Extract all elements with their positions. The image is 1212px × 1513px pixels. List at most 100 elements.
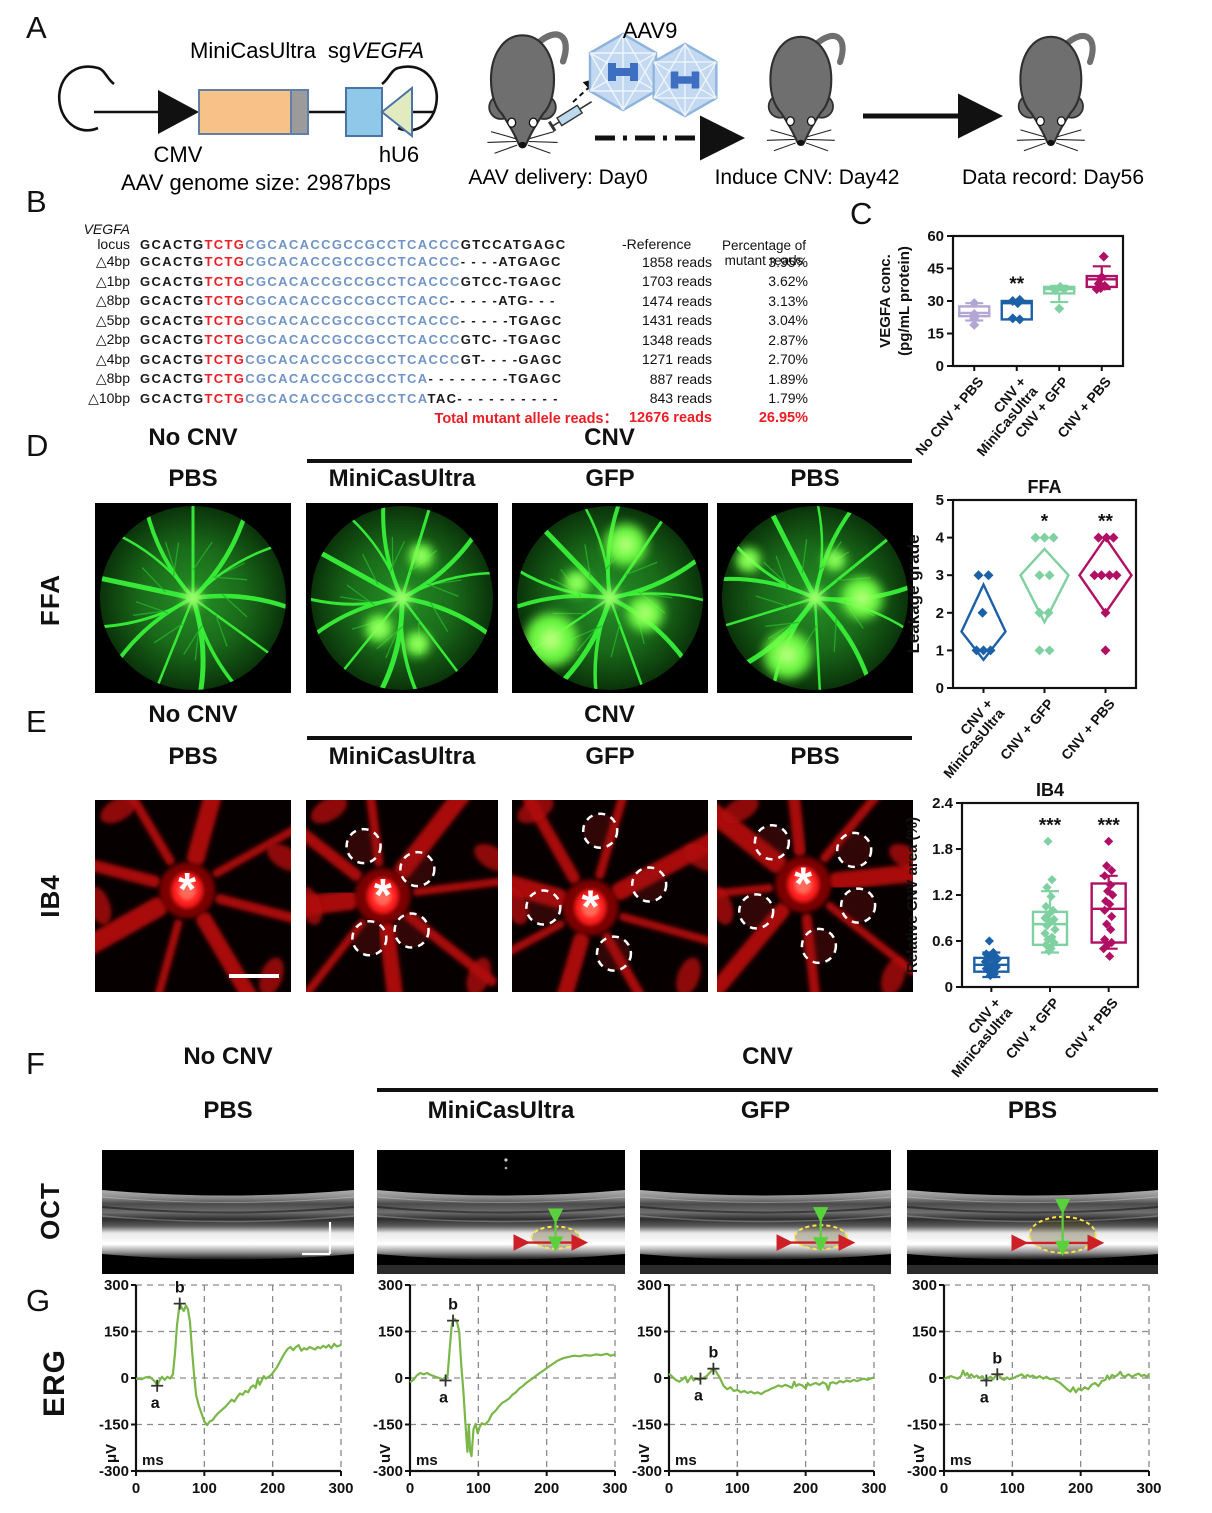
panel-f-cnv-underline [377,1088,1158,1092]
scale-bar [229,974,279,978]
cnv-lesion-dashed-circle [630,866,668,903]
svg-text:***: *** [1039,815,1062,836]
oct-image-cnv-pbs [907,1150,1158,1274]
svg-text:5: 5 [936,492,944,509]
sgrna-box [345,87,383,137]
sequence-row: △8bp GCACTGTCTGCGCACACCGCCGCCTCACC- - - -… [95,292,808,309]
svg-text:0: 0 [654,1370,662,1387]
panel-d-col-pbs2: PBS [790,465,840,492]
panel-e-col-pbs1: PBS [168,743,218,770]
svg-text:b: b [175,1280,185,1297]
svg-text:200: 200 [793,1480,818,1497]
svg-text:a: a [439,1389,448,1406]
svg-text:300: 300 [378,1277,403,1294]
svg-text:uV: uV [911,1444,928,1463]
svg-text:2: 2 [936,605,944,622]
svg-text:200: 200 [1068,1480,1093,1497]
hu6-label: hU6 [379,142,419,167]
sequence-row: △8bp GCACTGTCTGCGCACACCGCCGCCTCA- - - - -… [95,370,808,387]
svg-text:300: 300 [637,1277,662,1294]
svg-text:***: *** [1098,815,1121,836]
svg-text:FFA: FFA [1028,477,1062,497]
panel-e-cnv-header: CNV [584,701,635,728]
sequence-row: △5bp GCACTGTCTGCGCACACCGCCGCCTCACCC- - - … [95,311,808,329]
sequence-row: △4bp GCACTGTCTGCGCACACCGCCGCCTCACCC- - - … [95,253,808,270]
panel-f-cnv-header: CNV [742,1043,793,1070]
svg-text:150: 150 [378,1324,403,1341]
svg-text:150: 150 [104,1324,129,1341]
cnv-laser-spot-asterisk: * [374,869,392,921]
panel-b-label: B [26,184,47,219]
svg-text:CNV + GFP: CNV + GFP [997,696,1057,763]
panel-g-label: G [26,1283,51,1318]
svg-text:30: 30 [927,293,944,310]
panel-d-col-minicasultra: MiniCasUltra [328,465,476,492]
cnv-lesion-dashed-circle [525,889,562,926]
oct-image-no-cnv-pbs [102,1150,354,1274]
itr-left [57,65,116,132]
sgvegfa-label: sgVEGFA [328,38,424,63]
svg-text:3: 3 [936,567,944,584]
ib4-image-no-cnv-pbs: * [95,800,291,992]
panel-e-col-gfp: GFP [585,743,635,770]
svg-text:CNV + PBS: CNV + PBS [1058,696,1118,763]
aav-construct-diagram: MiniCasUltra sgVEGFA CMV hU6 AAV genome … [57,38,439,195]
panel-e-col-minicasultra: MiniCasUltra [328,743,476,770]
panel-c-label: C [850,196,873,231]
scale-bar [302,1222,332,1256]
hu6-promoter-triangle [380,85,413,139]
sequence-row: VEGFA locus GCACTGTCTGCGCACACCGCCGCCTCACCC… [83,221,807,268]
mutant-reads-table: VEGFA locus GCACTGTCTGCGCACACCGCCGCCTCACCC… [56,206,836,428]
svg-text:0: 0 [665,1480,673,1497]
svg-text:ms: ms [950,1452,972,1469]
svg-text:200: 200 [260,1480,285,1497]
cnv-laser-spot-asterisk: * [581,881,599,933]
svg-text:0: 0 [940,1480,948,1497]
svg-text:100: 100 [725,1480,750,1497]
svg-text:-300: -300 [907,1463,937,1480]
cnv-lesion-dashed-circle [345,827,382,865]
svg-text:4: 4 [936,530,945,547]
panel-f-no-cnv-header: No CNV [183,1043,273,1070]
sequence-row: △2bp GCACTGTCTGCGCACACCGCCGCCTCACCCGTC- -… [95,331,808,348]
panel-e-cnv-underline [307,736,912,740]
svg-text:ms: ms [675,1452,697,1469]
aav9-label: AAV9 [623,18,678,43]
aav9-particle-icon [588,32,658,112]
cnv-lesion-dashed-circle [399,850,436,888]
timeline-step-3: Data record: Day56 [962,166,1144,189]
oct-image-cnv-minicasultra [377,1150,625,1274]
cnv-lesion-dashed-circle [835,831,873,869]
ib4-image-cnv-pbs: * [717,800,913,992]
svg-text:VEGFA conc.: VEGFA conc. [877,254,894,348]
svg-text:(pg/mL protein): (pg/mL protein) [896,246,913,356]
cmv-promoter-arrow [158,90,199,134]
sequence-row: Total mutant allele reads： 12676 reads 26.… [434,409,808,428]
panel-f-col-pbs1: PBS [203,1097,253,1124]
svg-text:a: a [980,1389,989,1406]
svg-text:-300: -300 [373,1463,403,1480]
cnv-lesion-dashed-circle [595,935,633,972]
panel-f-col-gfp: GFP [740,1097,791,1124]
svg-text:b: b [992,1350,1002,1367]
svg-text:100: 100 [192,1480,217,1497]
ib4-image-cnv-minicasultra: * [306,800,498,992]
svg-text:-150: -150 [373,1417,403,1434]
svg-text:a: a [694,1388,703,1405]
svg-text:-150: -150 [99,1417,129,1434]
svg-text:-300: -300 [99,1463,129,1480]
svg-text:100: 100 [466,1480,491,1497]
svg-text:0: 0 [936,680,944,697]
svg-text:100: 100 [1000,1480,1025,1497]
mouse-day42 [767,36,843,151]
cnv-lesion-dashed-circle [839,887,877,924]
minicasultra-gene-box [198,89,292,135]
panel-d-col-gfp: GFP [585,465,635,492]
aav9-particle-icon [652,42,718,118]
panel-f-col-pbs2: PBS [1007,1097,1058,1124]
ffa-image-cnv-minicasultra [306,503,498,693]
